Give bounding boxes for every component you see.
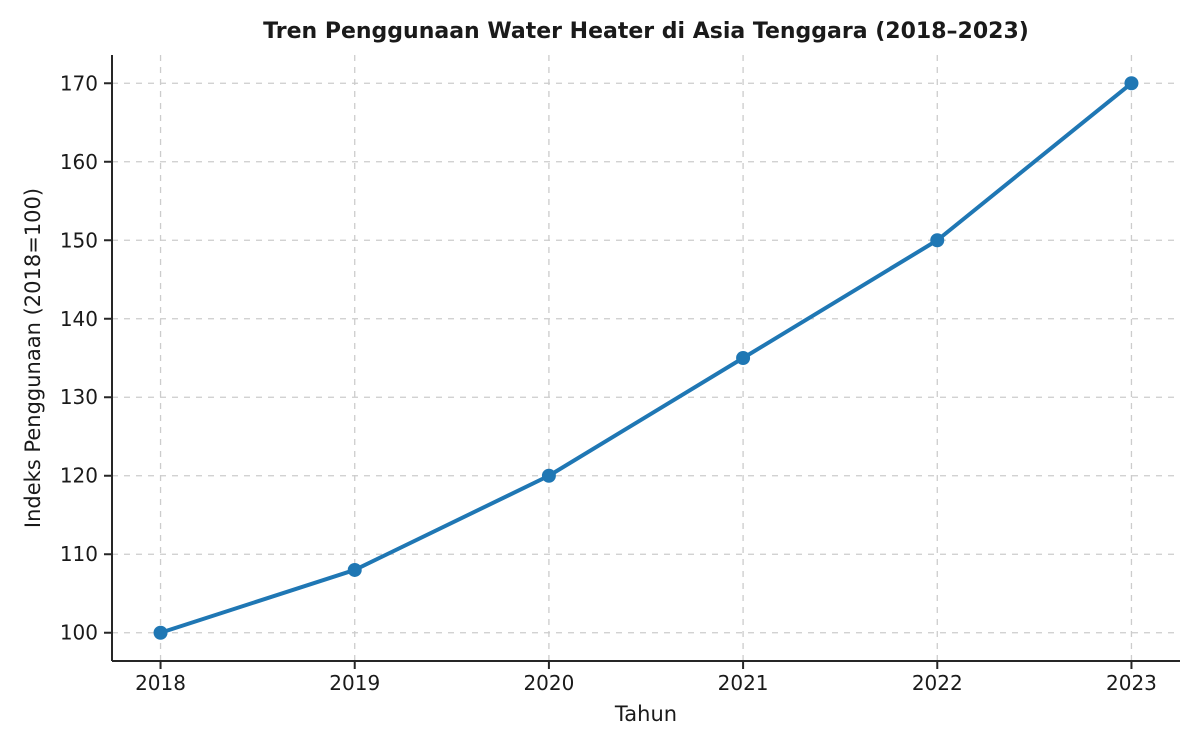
y-axis-label: Indeks Penggunaan (2018=100) bbox=[21, 188, 45, 528]
data-point-marker bbox=[736, 351, 751, 365]
data-point-marker bbox=[153, 625, 168, 640]
x-tick-label: 2020 bbox=[523, 671, 574, 695]
x-tick-label: 2018 bbox=[135, 671, 186, 695]
x-tick-label: 2019 bbox=[329, 671, 380, 695]
y-tick-label: 120 bbox=[60, 464, 98, 488]
chart-title: Tren Penggunaan Water Heater di Asia Ten… bbox=[263, 19, 1029, 44]
x-tick-label: 2022 bbox=[912, 671, 963, 695]
y-tick-label: 160 bbox=[60, 150, 98, 174]
y-tick-label: 140 bbox=[60, 307, 98, 331]
x-axis-label: Tahun bbox=[614, 702, 677, 726]
x-tick-label: 2021 bbox=[718, 671, 769, 695]
x-tick-label: 2023 bbox=[1106, 671, 1157, 695]
y-tick-label: 150 bbox=[60, 228, 98, 252]
y-tick-label: 130 bbox=[60, 385, 98, 409]
trend-line bbox=[158, 81, 1134, 635]
axes-spines bbox=[111, 55, 1180, 662]
data-point-marker bbox=[541, 468, 556, 483]
tick-labels: 2018 2019 2020 2021 2022 2023 100 110 120 130 140 1… bbox=[60, 71, 1157, 695]
line-series bbox=[153, 76, 1139, 640]
gridlines bbox=[112, 55, 1180, 661]
y-tick-label: 100 bbox=[60, 621, 98, 645]
data-point-marker bbox=[1124, 76, 1139, 91]
axis-ticks bbox=[104, 82, 1133, 669]
y-tick-label: 110 bbox=[60, 542, 98, 566]
y-tick-label: 170 bbox=[60, 71, 98, 95]
data-point-marker bbox=[347, 562, 362, 577]
data-point-marker bbox=[930, 233, 945, 248]
